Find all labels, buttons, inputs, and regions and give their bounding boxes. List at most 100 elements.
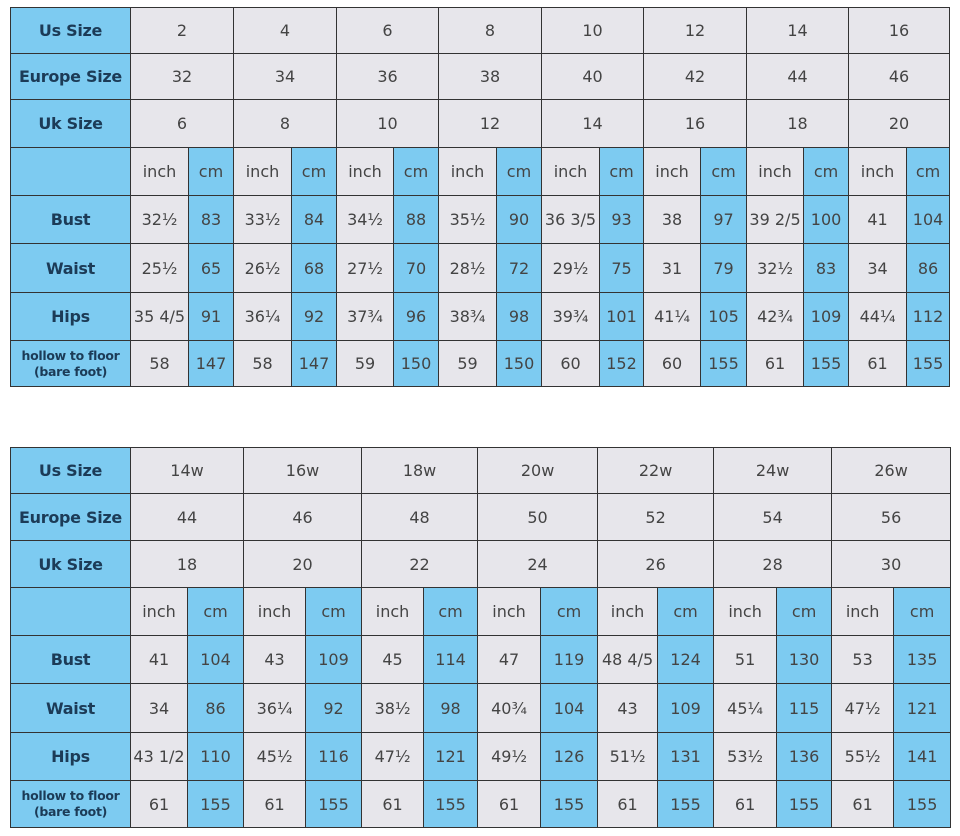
unit-cm: cm <box>393 147 439 196</box>
size-row: Europe Size 32 34 36 38 40 42 44 46 <box>10 53 951 100</box>
row-label: Uk Size <box>10 540 131 588</box>
unit-inch: inch <box>130 147 189 196</box>
inch-value: 39 2/5 <box>746 195 805 244</box>
cm-value: 98 <box>496 292 542 341</box>
size-cell: 38 <box>438 53 542 100</box>
unit-cm: cm <box>496 147 542 196</box>
cm-value: 86 <box>186 683 245 733</box>
unit-inch: inch <box>233 147 292 196</box>
cm-value: 72 <box>496 243 542 293</box>
unit-inch: inch <box>361 587 425 636</box>
cm-value: 155 <box>423 780 479 828</box>
size-row: Uk Size 6 8 10 12 14 16 18 20 <box>10 99 951 148</box>
size-cell: 8 <box>438 7 542 54</box>
row-label: Europe Size <box>10 493 131 541</box>
cm-value: 91 <box>188 292 234 341</box>
inch-value: 31 <box>643 243 702 293</box>
inch-value: 60 <box>541 340 600 387</box>
inch-value: 37¾ <box>336 292 394 341</box>
size-cell: 48 <box>361 493 479 541</box>
inch-value: 53 <box>831 635 895 684</box>
inch-value: 55½ <box>831 732 895 781</box>
measure-row: Bust 41 104 43 109 45 114 47 119 48 4/5 124 51 130 53… <box>10 635 952 684</box>
inch-value: 53½ <box>713 732 778 781</box>
inch-value: 61 <box>243 780 307 828</box>
cm-value: 121 <box>893 683 952 733</box>
size-cell: 42 <box>643 53 748 100</box>
inch-value: 36 3/5 <box>541 195 600 244</box>
inch-value: 34½ <box>336 195 394 244</box>
cm-value: 131 <box>657 732 715 781</box>
inch-value: 32½ <box>130 195 189 244</box>
inch-value: 42¾ <box>746 292 805 341</box>
cm-value: 155 <box>540 780 599 828</box>
size-cell: 10 <box>540 7 645 54</box>
size-cell: 20 <box>243 540 363 588</box>
cm-value: 88 <box>393 195 439 244</box>
inch-value: 61 <box>848 340 908 387</box>
measure-row: Waist 34 86 36¼ 92 38½ 98 40¾ 104 43 109 45¼ 115 47½ 1… <box>10 683 952 733</box>
size-row: Us Size 2 4 6 8 10 12 14 16 <box>10 7 951 54</box>
cm-value: 65 <box>188 243 234 293</box>
row-label: hollow to floor (bare foot) <box>10 340 131 387</box>
size-cell: 18w <box>361 447 479 494</box>
row-label: Uk Size <box>10 99 131 148</box>
unit-cm: cm <box>906 147 951 196</box>
cm-value: 150 <box>496 340 542 387</box>
row-label: Waist <box>10 243 131 293</box>
size-row: Us Size 14w 16w 18w 20w 22w 24w 26w <box>10 447 952 494</box>
inch-value: 35 4/5 <box>130 292 189 341</box>
cm-value: 155 <box>305 780 363 828</box>
cm-value: 112 <box>906 292 951 341</box>
row-label: Hips <box>10 732 131 781</box>
size-cell: 54 <box>713 493 833 541</box>
measure-row: Waist 25½ 65 26½ 68 27½ 70 28½ 72 29½ 75 31 79 32½ 83 3… <box>10 243 951 293</box>
inch-value: 51½ <box>597 732 659 781</box>
size-cell: 44 <box>746 53 850 100</box>
unit-inch: inch <box>477 587 542 636</box>
inch-value: 51 <box>713 635 778 684</box>
measure-row: Bust 32½ 83 33½ 84 34½ 88 35½ 90 36 3/5 93 38 97 39 2… <box>10 195 951 244</box>
inch-value: 61 <box>713 780 778 828</box>
inch-value: 61 <box>361 780 425 828</box>
cm-value: 93 <box>598 195 645 244</box>
cm-value: 155 <box>657 780 715 828</box>
cm-value: 104 <box>540 683 599 733</box>
inch-value: 34 <box>130 683 188 733</box>
size-cell: 20w <box>477 447 599 494</box>
unit-inch: inch <box>831 587 895 636</box>
cm-value: 155 <box>700 340 748 387</box>
size-cell: 34 <box>233 53 337 100</box>
inch-value: 60 <box>643 340 702 387</box>
cm-value: 97 <box>700 195 748 244</box>
inch-value: 39¾ <box>541 292 600 341</box>
inch-value: 41¼ <box>643 292 702 341</box>
size-cell: 14w <box>129 447 245 494</box>
unit-inch: inch <box>713 587 778 636</box>
inch-value: 36¼ <box>243 683 307 733</box>
inch-value: 25½ <box>130 243 189 293</box>
size-chart-table-2: Us Size 14w 16w 18w 20w 22w 24w 26w Europe Size 4… <box>10 447 952 828</box>
cm-value: 115 <box>776 683 833 733</box>
cm-value: 121 <box>423 732 479 781</box>
unit-inch: inch <box>243 587 307 636</box>
cm-value: 126 <box>540 732 599 781</box>
unit-inch: inch <box>746 147 805 196</box>
cm-value: 104 <box>906 195 951 244</box>
unit-cm: cm <box>540 587 599 636</box>
cm-value: 75 <box>598 243 645 293</box>
cm-value: 84 <box>291 195 337 244</box>
unit-cm: cm <box>423 587 479 636</box>
cm-value: 155 <box>776 780 833 828</box>
inch-value: 58 <box>233 340 292 387</box>
size-cell: 32 <box>130 53 234 100</box>
unit-inch: inch <box>643 147 702 196</box>
size-cell: 14 <box>746 7 850 54</box>
cm-value: 155 <box>803 340 850 387</box>
size-cell: 36 <box>336 53 439 100</box>
cm-value: 119 <box>540 635 599 684</box>
unit-cm: cm <box>305 587 363 636</box>
inch-value: 35½ <box>438 195 497 244</box>
unit-cm: cm <box>598 147 645 196</box>
cm-value: 109 <box>305 635 363 684</box>
